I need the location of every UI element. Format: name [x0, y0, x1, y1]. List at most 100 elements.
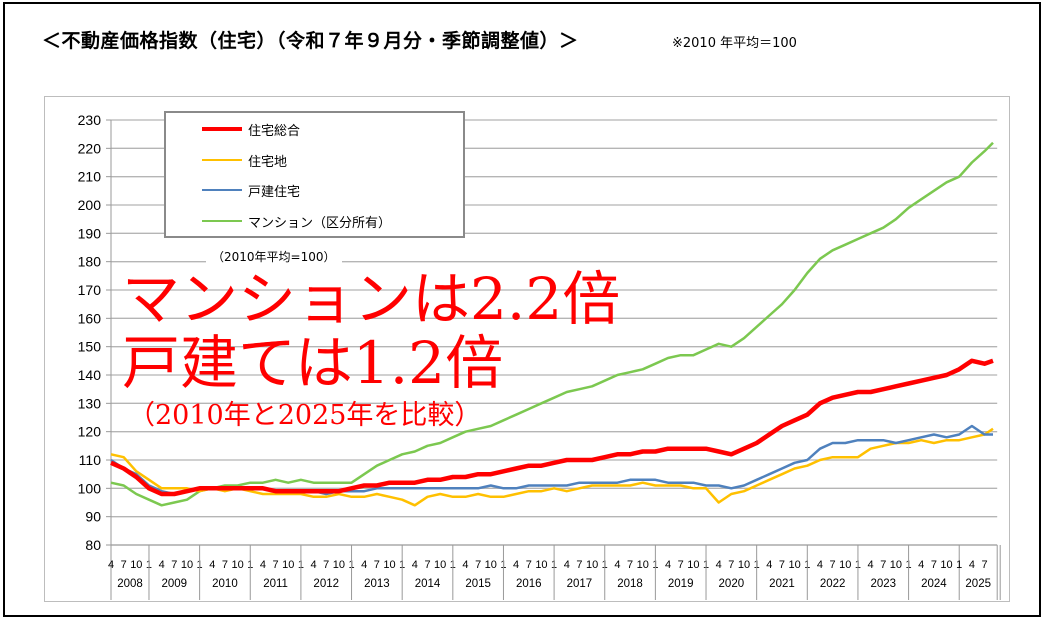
year-label: 2011 — [263, 578, 288, 590]
year-label: 2019 — [668, 578, 694, 590]
year-label: 2017 — [567, 578, 593, 590]
year-label: 2023 — [870, 578, 896, 590]
month-tick-label: 7 — [475, 559, 481, 571]
month-tick-label: 7 — [981, 559, 987, 571]
month-tick-label: 7 — [171, 559, 177, 571]
chart-area — [44, 96, 1010, 602]
month-tick-label: 4 — [159, 559, 165, 571]
month-tick-label: 7 — [121, 559, 127, 571]
month-tick-label: 4 — [716, 559, 722, 571]
legend-item-total: 住宅総合 — [202, 119, 300, 139]
legend-swatch — [202, 159, 242, 161]
year-label: 2025 — [965, 578, 991, 590]
month-tick-label: 4 — [310, 559, 316, 571]
y-tick-label: 200 — [78, 197, 102, 213]
y-tick-label: 230 — [78, 112, 102, 128]
year-label: 2009 — [162, 578, 188, 590]
year-label: 2024 — [921, 578, 947, 590]
month-tick-label: 4 — [969, 559, 975, 571]
year-label: 2016 — [516, 578, 542, 590]
month-tick-label: 4 — [817, 559, 823, 571]
month-tick-label: 7 — [526, 559, 532, 571]
month-tick-label: 10 — [333, 559, 345, 571]
comparison-annotation: （2010年と2025年を比較） — [128, 400, 482, 431]
y-tick-label: 120 — [78, 424, 102, 440]
year-label: 2013 — [364, 578, 390, 590]
month-tick-label: 10 — [687, 559, 699, 571]
month-tick-label: 7 — [222, 559, 228, 571]
month-tick-label: 10 — [839, 559, 851, 571]
y-tick-label: 150 — [78, 339, 102, 355]
month-tick-label: 7 — [880, 559, 886, 571]
legend: 住宅総合 住宅地 戸建住宅 マンション（区分所有） — [164, 111, 465, 238]
series-line-0 — [110, 358, 994, 497]
y-tick-label: 100 — [78, 480, 102, 496]
y-tick-label: 220 — [78, 140, 102, 156]
legend-label: 戸建住宅 — [248, 184, 301, 200]
month-tick-label: 10 — [434, 559, 446, 571]
legend-label: マンション（区分所有） — [248, 215, 392, 231]
legend-item-land: 住宅地 — [202, 150, 287, 170]
month-tick-label: 10 — [231, 559, 243, 571]
y-tick-label: 140 — [78, 367, 102, 383]
month-tick-label: 4 — [564, 559, 570, 571]
month-tick-label: 10 — [940, 559, 952, 571]
legend-label: 住宅総合 — [248, 123, 301, 139]
year-label: 2010 — [212, 578, 238, 590]
legend-item-condo: マンション（区分所有） — [202, 211, 391, 231]
month-tick-label: 4 — [918, 559, 924, 571]
y-tick-label: 80 — [85, 537, 101, 553]
month-tick-label: 7 — [424, 559, 430, 571]
month-tick-label: 4 — [260, 559, 266, 571]
year-label: 2022 — [820, 578, 846, 590]
y-tick-label: 210 — [78, 169, 102, 185]
condo-ratio-annotation: マンションは2.2倍 — [122, 265, 621, 333]
month-tick-label: 10 — [181, 559, 193, 571]
y-tick-label: 190 — [78, 225, 102, 241]
month-tick-label: 10 — [130, 559, 142, 571]
month-tick-label: 7 — [576, 559, 582, 571]
month-tick-label: 10 — [535, 559, 547, 571]
year-label: 2021 — [769, 578, 795, 590]
year-label: 2008 — [117, 578, 143, 590]
month-tick-label: 10 — [738, 559, 750, 571]
legend-swatch — [202, 189, 242, 191]
year-label: 2020 — [719, 578, 745, 590]
base-year-note: ※2010 年平均＝100 — [672, 36, 797, 51]
month-tick-label: 4 — [665, 559, 671, 571]
year-label: 2015 — [465, 578, 491, 590]
month-tick-label: 10 — [485, 559, 497, 571]
month-tick-label: 1 — [956, 559, 962, 571]
month-tick-label: 4 — [462, 559, 468, 571]
month-tick-label: 10 — [282, 559, 294, 571]
y-tick-label: 170 — [78, 282, 102, 298]
month-tick-label: 7 — [728, 559, 734, 571]
year-label: 2012 — [313, 578, 339, 590]
page-title: ＜不動産価格指数（住宅）（令和７年９月分・季節調整値）＞ — [42, 30, 579, 52]
series-line-1 — [110, 427, 994, 507]
month-tick-label: 7 — [678, 559, 684, 571]
month-tick-label: 4 — [209, 559, 215, 571]
year-label: 2014 — [415, 578, 441, 590]
base-annotation: （2010年平均=100） — [206, 250, 342, 264]
month-tick-label: 7 — [323, 559, 329, 571]
month-tick-label: 7 — [273, 559, 279, 571]
outer-frame — [3, 2, 1041, 617]
legend-swatch — [202, 127, 242, 131]
month-tick-label: 7 — [830, 559, 836, 571]
y-tick-label: 90 — [85, 509, 101, 525]
month-tick-label: 4 — [513, 559, 519, 571]
legend-label: 住宅地 — [248, 154, 288, 170]
month-tick-label: 10 — [637, 559, 649, 571]
month-tick-label: 4 — [361, 559, 367, 571]
month-tick-label: 4 — [108, 559, 114, 571]
y-tick-label: 110 — [79, 452, 102, 468]
detached-ratio-annotation: 戸建ては1.2倍 — [122, 329, 504, 397]
month-tick-label: 10 — [586, 559, 598, 571]
year-label: 2018 — [617, 578, 643, 590]
month-tick-label: 4 — [766, 559, 772, 571]
month-tick-label: 10 — [789, 559, 801, 571]
legend-item-detached: 戸建住宅 — [202, 180, 300, 200]
month-tick-label: 10 — [890, 559, 902, 571]
